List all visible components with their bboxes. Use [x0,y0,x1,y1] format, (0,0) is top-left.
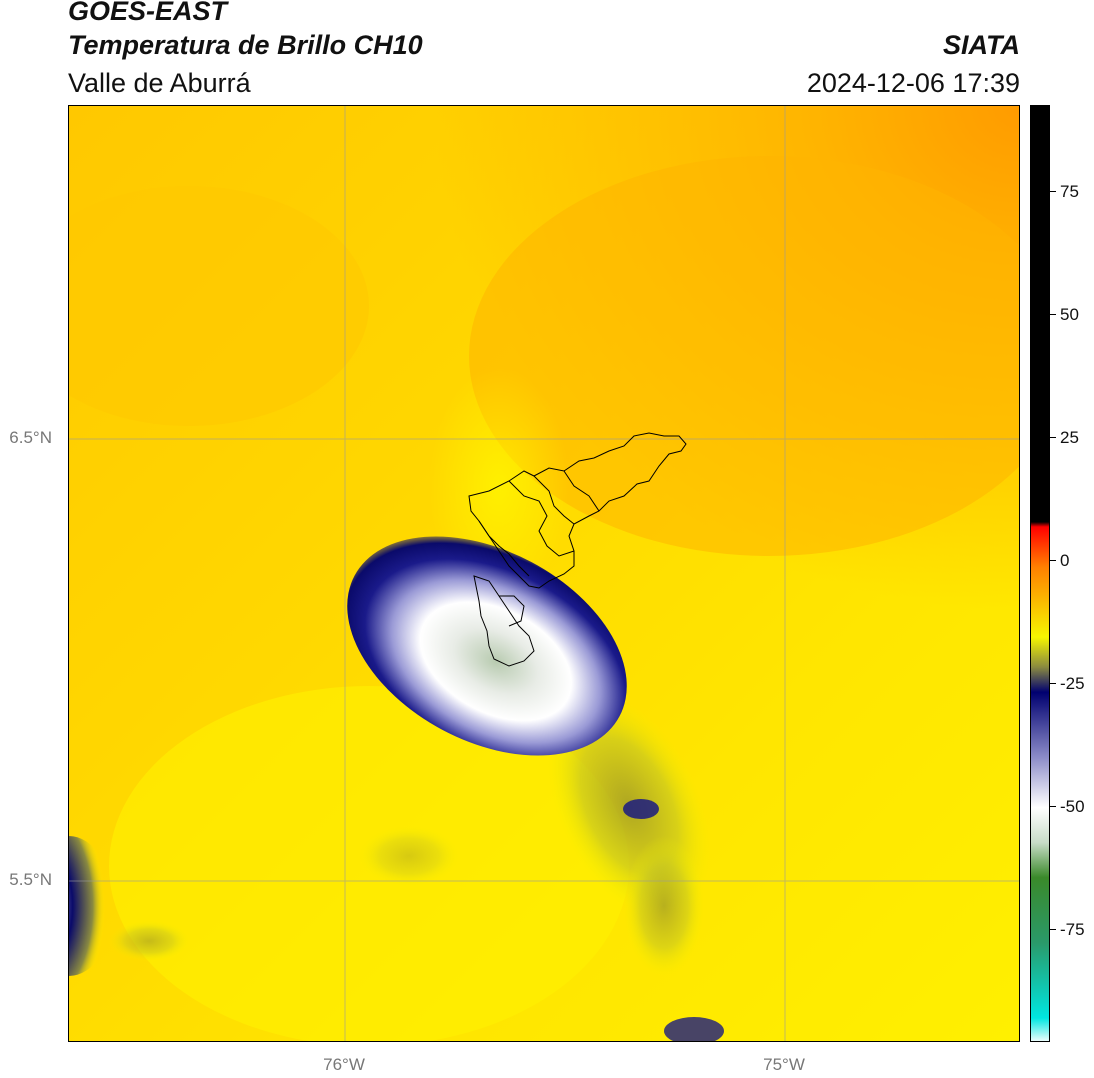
colorbar-tick-75 [1050,191,1056,192]
lat-label-6-5n: 6.5°N [9,428,52,447]
colorbar-label-minus50: -50 [1060,797,1085,816]
colorbar-tick-50 [1050,314,1056,315]
product-title: Temperatura de Brillo CH10 [68,30,423,60]
timestamp-label: 2024-12-06 17:39 [806,68,1020,98]
colorbar-tick-0 [1050,560,1056,561]
colorbar-label-25: 25 [1060,428,1079,447]
satellite-map[interactable] [68,105,1020,1042]
lon-label-76w: 76°W [323,1055,365,1074]
lat-label-5-5n: 5.5°N [9,870,52,889]
colorbar-gradient [1031,106,1049,1041]
colorbar-tick-minus50 [1050,806,1056,807]
graticule [69,106,1019,1041]
colorbar-label-75: 75 [1060,182,1079,201]
colorbar-label-50: 50 [1060,305,1079,324]
colorbar-label-0: 0 [1060,551,1070,570]
colorbar [1030,105,1050,1042]
satellite-title: GOES-EAST [68,0,228,26]
municipality-boundaries [468,432,687,667]
region-label: Valle de Aburrá [68,68,251,98]
convective-cloud [347,536,627,756]
lon-label-75w: 75°W [763,1055,805,1074]
map-canvas [69,106,1019,1041]
colorbar-label-minus75: -75 [1060,920,1085,939]
colorbar-tick-minus75 [1050,929,1056,930]
organization-label: SIATA [943,30,1020,60]
colorbar-label-minus25: -25 [1060,674,1085,693]
colorbar-tick-25 [1050,437,1056,438]
colorbar-tick-minus25 [1050,683,1056,684]
